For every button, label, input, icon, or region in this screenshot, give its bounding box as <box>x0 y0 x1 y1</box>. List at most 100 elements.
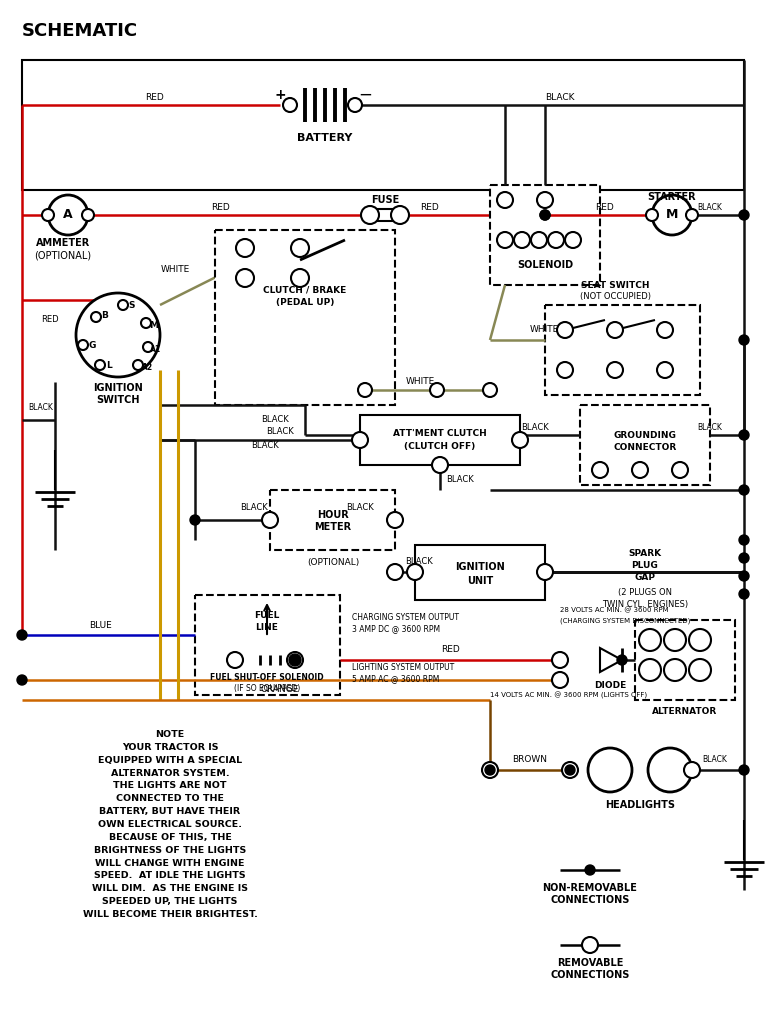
Circle shape <box>291 239 309 257</box>
Text: (NOT OCCUPIED): (NOT OCCUPIED) <box>580 293 650 302</box>
Text: BLACK: BLACK <box>546 92 575 101</box>
Text: CLUTCH / BRAKE: CLUTCH / BRAKE <box>263 285 347 295</box>
Text: SEAT SWITCH: SEAT SWITCH <box>580 280 650 290</box>
Circle shape <box>689 659 711 681</box>
Text: BLACK: BLACK <box>446 476 474 485</box>
Text: CHARGING SYSTEM OUTPUT: CHARGING SYSTEM OUTPUT <box>352 614 459 623</box>
Text: (OPTIONAL): (OPTIONAL) <box>307 558 359 567</box>
Circle shape <box>497 232 513 248</box>
Text: TWIN CYL. ENGINES): TWIN CYL. ENGINES) <box>602 599 688 609</box>
Circle shape <box>689 629 711 651</box>
Text: (2 PLUGS ON: (2 PLUGS ON <box>618 587 672 596</box>
Text: ORANGE: ORANGE <box>261 685 300 695</box>
Text: (CLUTCH OFF): (CLUTCH OFF) <box>404 443 476 451</box>
Text: NON-REMOVABLE: NON-REMOVABLE <box>542 883 637 893</box>
Text: PLUG: PLUG <box>632 561 658 570</box>
Text: FUEL: FUEL <box>255 611 279 620</box>
Bar <box>545 305 700 395</box>
Circle shape <box>133 360 143 370</box>
Circle shape <box>657 362 673 379</box>
Circle shape <box>358 383 372 397</box>
Text: FUSE: FUSE <box>371 195 399 205</box>
Text: NOTE
YOUR TRACTOR IS
EQUIPPED WITH A SPECIAL
ALTERNATOR SYSTEM.
THE LIGHTS ARE N: NOTE YOUR TRACTOR IS EQUIPPED WITH A SPE… <box>82 730 258 919</box>
Circle shape <box>739 535 749 545</box>
Text: M: M <box>150 320 158 329</box>
Text: +: + <box>274 88 286 102</box>
Circle shape <box>582 937 598 953</box>
Bar <box>22 60 744 190</box>
Bar <box>270 490 395 550</box>
Text: BLACK: BLACK <box>521 422 549 432</box>
Text: 14 VOLTS AC MIN. @ 3600 RPM (LIGHTS OFF): 14 VOLTS AC MIN. @ 3600 RPM (LIGHTS OFF) <box>490 692 647 699</box>
Bar <box>635 620 735 700</box>
Circle shape <box>739 335 749 345</box>
Circle shape <box>648 748 692 792</box>
Circle shape <box>540 210 550 220</box>
Circle shape <box>739 589 749 599</box>
Circle shape <box>287 652 303 668</box>
Text: SOLENOID: SOLENOID <box>517 260 573 270</box>
Circle shape <box>190 515 200 525</box>
Text: RED: RED <box>441 646 459 655</box>
Circle shape <box>387 512 403 528</box>
Circle shape <box>483 383 497 397</box>
Text: SWITCH: SWITCH <box>96 395 140 405</box>
Circle shape <box>664 659 686 681</box>
Circle shape <box>562 762 578 779</box>
Circle shape <box>739 430 749 440</box>
Text: GAP: GAP <box>635 573 656 581</box>
Circle shape <box>430 383 444 397</box>
Text: CONNECTIONS: CONNECTIONS <box>550 970 629 980</box>
Circle shape <box>482 762 498 779</box>
Text: BLACK: BLACK <box>698 203 722 212</box>
Bar <box>360 415 520 465</box>
Text: LINE: LINE <box>255 623 279 631</box>
Circle shape <box>537 564 553 580</box>
Text: BLACK: BLACK <box>28 403 53 412</box>
Circle shape <box>639 629 661 651</box>
Text: 28 VOLTS AC MIN. @ 3600 RPM: 28 VOLTS AC MIN. @ 3600 RPM <box>560 607 669 613</box>
Text: (IF SO EQUIPPED): (IF SO EQUIPPED) <box>234 683 300 693</box>
Text: BLACK: BLACK <box>405 558 433 567</box>
Circle shape <box>78 340 88 350</box>
Text: DIODE: DIODE <box>594 680 626 690</box>
Text: BROWN: BROWN <box>512 756 548 764</box>
Circle shape <box>739 210 749 220</box>
Text: A2: A2 <box>143 362 154 371</box>
Circle shape <box>512 432 528 448</box>
Circle shape <box>607 322 623 338</box>
Circle shape <box>91 312 101 322</box>
Bar <box>370 209 400 221</box>
Bar <box>415 545 545 601</box>
Circle shape <box>557 322 573 338</box>
Circle shape <box>684 762 700 779</box>
Text: SCHEMATIC: SCHEMATIC <box>22 23 138 40</box>
Circle shape <box>652 195 692 235</box>
Circle shape <box>552 652 568 668</box>
Circle shape <box>552 672 568 688</box>
Circle shape <box>540 210 550 220</box>
Text: −: − <box>358 86 372 104</box>
Circle shape <box>672 462 688 478</box>
Circle shape <box>289 654 301 666</box>
Circle shape <box>17 630 27 640</box>
Text: BLACK: BLACK <box>702 756 727 764</box>
Text: GROUNDING: GROUNDING <box>614 431 677 440</box>
Bar <box>215 230 395 405</box>
Text: CONNECTOR: CONNECTOR <box>613 444 677 452</box>
Text: B: B <box>102 311 109 319</box>
Circle shape <box>141 318 151 328</box>
Text: 3 AMP DC @ 3600 RPM: 3 AMP DC @ 3600 RPM <box>352 624 440 633</box>
Circle shape <box>617 655 627 665</box>
Circle shape <box>391 206 409 224</box>
Circle shape <box>352 432 368 448</box>
Circle shape <box>348 98 362 112</box>
Circle shape <box>432 457 448 473</box>
Text: RED: RED <box>210 203 230 212</box>
Text: A1: A1 <box>151 345 161 354</box>
Circle shape <box>686 209 698 221</box>
Text: BLACK: BLACK <box>262 415 289 425</box>
Text: RED: RED <box>41 315 59 324</box>
Circle shape <box>592 462 608 478</box>
Circle shape <box>236 239 254 257</box>
